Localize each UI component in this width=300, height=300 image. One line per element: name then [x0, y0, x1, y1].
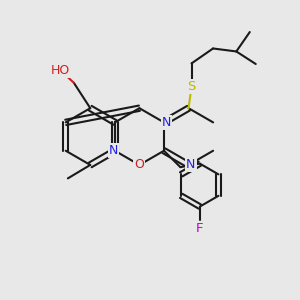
Text: N: N: [186, 158, 196, 171]
Text: HO: HO: [51, 64, 70, 77]
Text: S: S: [187, 80, 196, 93]
Text: O: O: [134, 158, 144, 171]
Text: F: F: [196, 222, 204, 235]
Text: N: N: [109, 144, 118, 157]
Text: N: N: [162, 116, 171, 129]
